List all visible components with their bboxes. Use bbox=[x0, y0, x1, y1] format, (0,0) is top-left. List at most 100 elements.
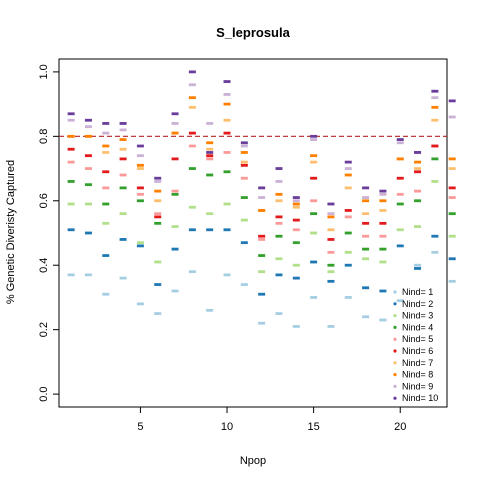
data-point bbox=[379, 260, 387, 264]
data-point bbox=[258, 209, 266, 212]
data-point bbox=[379, 189, 387, 193]
data-point bbox=[206, 308, 214, 312]
y-tick-label: 0.2 bbox=[38, 322, 50, 337]
data-point bbox=[240, 151, 248, 154]
data-point bbox=[206, 122, 214, 125]
series-2 bbox=[67, 228, 456, 296]
legend-entry: Nind= 10 bbox=[402, 393, 438, 403]
data-point bbox=[84, 273, 92, 277]
y-axis-label: % Genetic Diveristy Captured bbox=[5, 160, 17, 304]
data-point bbox=[223, 118, 231, 122]
data-point bbox=[344, 250, 352, 254]
data-point bbox=[327, 250, 335, 254]
data-point bbox=[414, 167, 422, 170]
data-point bbox=[206, 151, 214, 154]
data-point bbox=[292, 325, 300, 328]
data-point bbox=[102, 186, 110, 190]
data-point bbox=[240, 144, 248, 148]
data-point bbox=[136, 199, 144, 203]
data-point bbox=[223, 170, 231, 174]
data-point bbox=[188, 144, 196, 148]
data-point bbox=[171, 192, 179, 196]
data-point bbox=[310, 176, 318, 180]
data-point bbox=[206, 154, 214, 158]
data-point bbox=[119, 138, 127, 141]
data-point bbox=[84, 167, 92, 170]
data-point bbox=[310, 296, 318, 299]
legend-entry: Nind= 2 bbox=[402, 299, 433, 309]
data-point bbox=[102, 254, 110, 257]
y-tick-label: 0.4 bbox=[38, 258, 50, 273]
data-point bbox=[84, 154, 92, 158]
data-point bbox=[327, 228, 335, 232]
data-point bbox=[414, 170, 422, 174]
data-point bbox=[188, 205, 196, 209]
data-point bbox=[327, 325, 335, 328]
data-point bbox=[223, 151, 231, 154]
data-point bbox=[67, 118, 75, 122]
data-point bbox=[310, 260, 318, 264]
data-point bbox=[292, 228, 300, 232]
data-point bbox=[67, 134, 75, 138]
data-point bbox=[448, 196, 456, 199]
data-point bbox=[171, 131, 179, 135]
data-point bbox=[102, 144, 110, 148]
data-point bbox=[275, 167, 283, 170]
data-point bbox=[448, 167, 456, 170]
data-point bbox=[154, 176, 162, 180]
data-point bbox=[102, 151, 110, 154]
x-tick-label: 10 bbox=[221, 421, 233, 433]
data-point bbox=[258, 238, 266, 241]
data-point bbox=[448, 234, 456, 238]
data-point bbox=[223, 202, 231, 206]
series-1 bbox=[67, 250, 456, 328]
data-point bbox=[136, 244, 144, 248]
data-point bbox=[396, 192, 404, 196]
series-9 bbox=[67, 83, 456, 216]
data-point bbox=[414, 263, 422, 267]
data-point bbox=[119, 212, 127, 216]
data-point bbox=[275, 199, 283, 203]
data-point bbox=[67, 202, 75, 206]
data-point bbox=[414, 199, 422, 203]
data-point bbox=[344, 209, 352, 212]
data-point bbox=[154, 189, 162, 193]
y-tick-label: 0.0 bbox=[38, 386, 50, 401]
data-point bbox=[362, 212, 370, 216]
data-point bbox=[431, 234, 439, 238]
data-point bbox=[362, 196, 370, 199]
data-point bbox=[67, 147, 75, 151]
data-point bbox=[275, 180, 283, 183]
data-point bbox=[362, 257, 370, 261]
data-point bbox=[292, 202, 300, 206]
data-point bbox=[84, 231, 92, 235]
x-tick-label: 5 bbox=[137, 421, 143, 433]
data-point bbox=[448, 186, 456, 190]
data-point bbox=[327, 263, 335, 267]
data-point bbox=[379, 221, 387, 225]
data-point bbox=[136, 192, 144, 196]
data-point bbox=[292, 196, 300, 199]
data-point bbox=[171, 189, 179, 193]
data-point bbox=[240, 160, 248, 164]
data-point bbox=[431, 105, 439, 109]
data-point bbox=[448, 212, 456, 216]
data-point bbox=[258, 196, 266, 199]
data-point bbox=[136, 241, 144, 245]
data-point bbox=[67, 112, 75, 116]
data-point bbox=[206, 173, 214, 177]
data-point bbox=[275, 192, 283, 196]
data-point bbox=[431, 144, 439, 148]
data-point bbox=[448, 115, 456, 119]
data-point bbox=[379, 199, 387, 203]
data-point bbox=[258, 292, 266, 296]
data-point bbox=[275, 257, 283, 261]
data-point bbox=[396, 138, 404, 141]
data-point bbox=[119, 238, 127, 241]
data-point bbox=[206, 228, 214, 232]
data-point bbox=[154, 260, 162, 264]
data-point bbox=[102, 170, 110, 174]
data-point bbox=[136, 163, 144, 167]
data-point bbox=[292, 263, 300, 267]
